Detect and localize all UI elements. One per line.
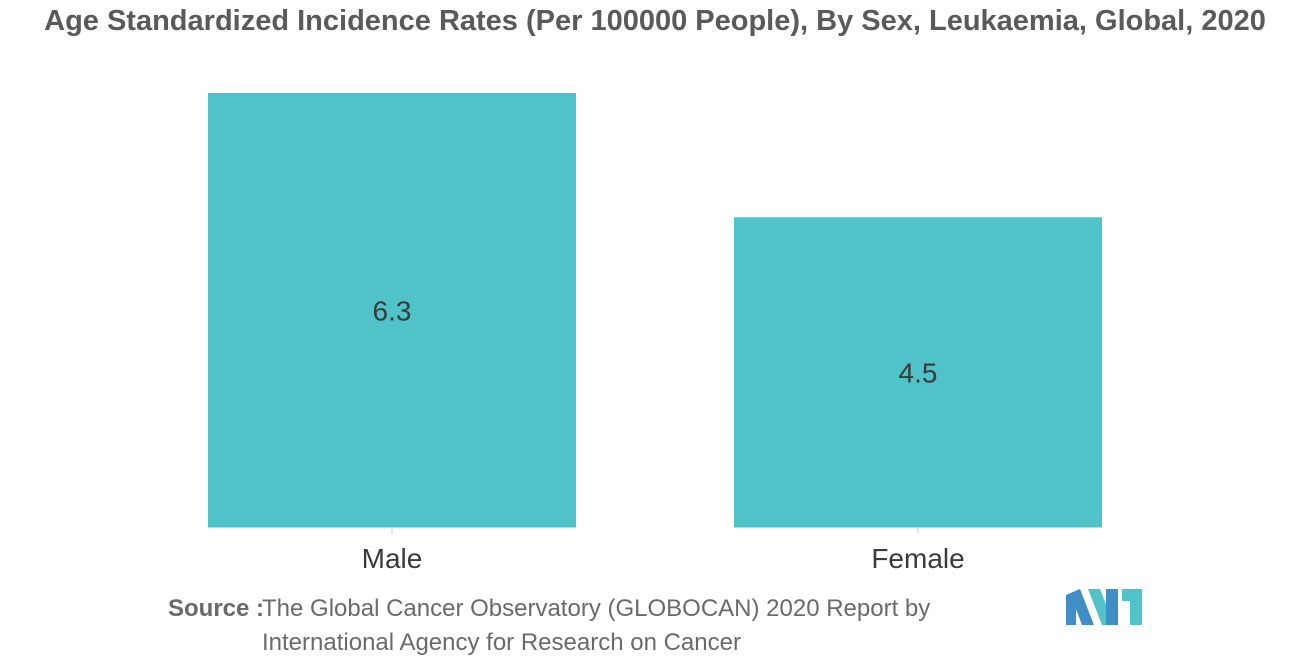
chart-title: Age Standardized Incidence Rates (Per 10… <box>44 5 1266 37</box>
labels-layer: 6.3 Male 4.5 Female <box>362 296 965 575</box>
bar-chart: 6.3 Male 4.5 Female <box>208 93 1102 575</box>
data-label-male: 6.3 <box>373 296 412 327</box>
x-tick-label-female: Female <box>871 543 964 574</box>
source-text: The Global Cancer Observatory (GLOBOCAN)… <box>262 595 931 656</box>
bars-layer <box>208 93 1102 529</box>
bar-male <box>208 93 576 528</box>
source-label: Source : <box>168 595 265 622</box>
mordor-intelligence-logo-icon <box>1066 589 1142 625</box>
data-label-female: 4.5 <box>899 358 938 389</box>
x-tick-label-male: Male <box>362 543 423 574</box>
bar-female <box>734 217 1102 529</box>
ticks-layer <box>391 528 919 534</box>
